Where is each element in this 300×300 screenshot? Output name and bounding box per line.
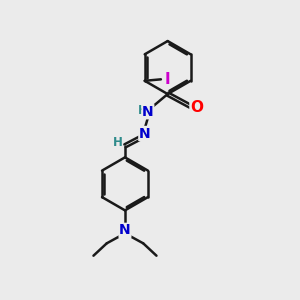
Text: N: N	[139, 127, 151, 140]
Text: H: H	[138, 104, 148, 117]
Text: N: N	[142, 105, 154, 119]
Text: I: I	[165, 72, 170, 87]
Text: H: H	[113, 136, 122, 149]
Text: O: O	[190, 100, 203, 116]
Text: N: N	[119, 224, 131, 237]
